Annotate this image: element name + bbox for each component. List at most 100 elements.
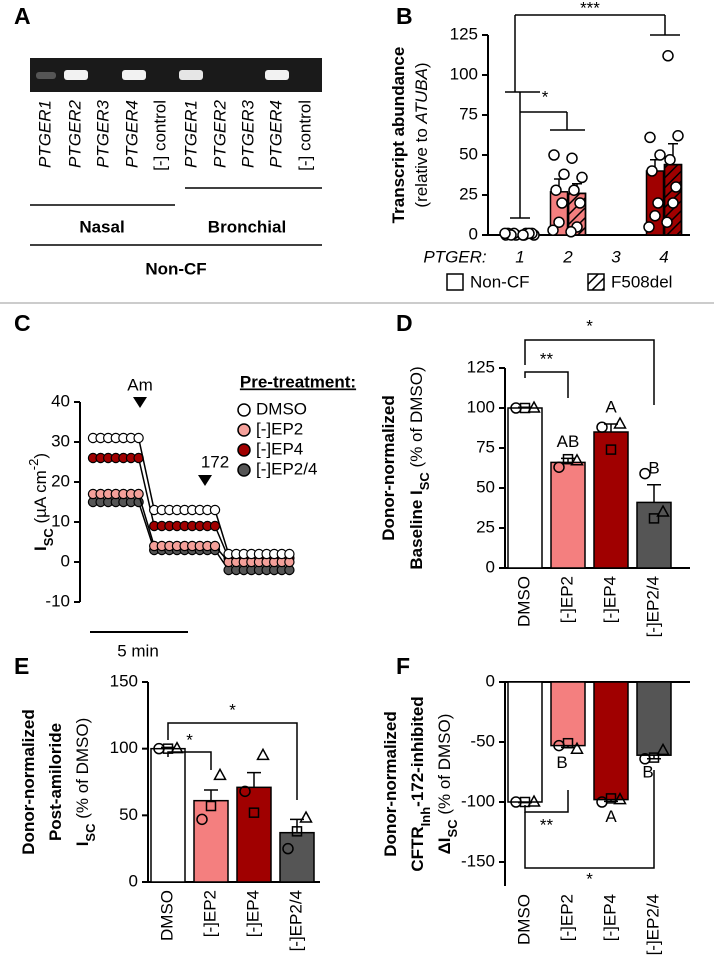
y-tick-label: 100 xyxy=(110,738,138,757)
scale-bar-label: 5 min xyxy=(117,641,159,660)
x-tick-label: 1 xyxy=(515,247,524,266)
y-tick-label: 0 xyxy=(129,871,138,890)
bracket xyxy=(524,371,569,398)
point xyxy=(566,152,578,164)
legend-label: [-]EP2/4 xyxy=(256,459,317,478)
group-letter: A xyxy=(605,397,617,416)
label-part: ATUBA xyxy=(412,68,431,124)
point xyxy=(239,785,251,798)
y-tick-label: 0 xyxy=(486,671,495,690)
bar xyxy=(507,407,543,569)
point xyxy=(556,197,568,209)
group-letter: B xyxy=(642,763,653,782)
point xyxy=(574,197,586,209)
label-part: SC xyxy=(417,472,432,491)
x-tick-label: 3 xyxy=(611,247,621,266)
x-tick-label: DMSO xyxy=(157,890,176,941)
x-tick-label: [-]EP2 xyxy=(557,576,576,623)
point xyxy=(605,444,617,455)
y-axis-label: ISC (µA cm-2) xyxy=(26,453,56,551)
y-tick-label: 50 xyxy=(119,805,138,824)
y-axis-label: CFTRInh-172-inhibited xyxy=(408,696,432,871)
y-tick-label: 75 xyxy=(476,437,495,456)
x-tick-label: 2 xyxy=(562,247,573,266)
x-prefix: PTGER: xyxy=(423,247,487,266)
annotation-arrow xyxy=(133,397,147,408)
y-tick-label: 30 xyxy=(51,431,70,450)
label-part: Baseline I xyxy=(407,490,426,569)
error-bar xyxy=(247,771,261,788)
y-tick-label: 100 xyxy=(467,397,495,416)
y-tick-label: -150 xyxy=(461,851,495,870)
point xyxy=(527,400,541,413)
point xyxy=(613,416,627,429)
label-part: I xyxy=(31,546,50,551)
error-bar xyxy=(204,789,218,801)
label-part: (% of DMSO) xyxy=(407,366,426,472)
legend-swatch xyxy=(587,273,605,291)
label-part: (µA cm xyxy=(31,470,50,528)
label-part: ) xyxy=(31,453,50,459)
point xyxy=(656,742,670,756)
group-letter: B xyxy=(556,753,567,772)
y-tick-label: 40 xyxy=(51,391,70,410)
point xyxy=(576,171,588,184)
point xyxy=(662,50,674,62)
legend-marker xyxy=(237,423,251,437)
point xyxy=(282,842,294,855)
bar xyxy=(550,681,586,747)
lane-label: PTGER2 xyxy=(210,99,229,168)
annotation: 172 xyxy=(201,452,229,471)
x-tick-label: [-]EP4 xyxy=(243,890,262,937)
point xyxy=(519,402,531,414)
point xyxy=(639,467,651,480)
y-tick-label: 10 xyxy=(51,511,70,530)
x-tick-label: DMSO xyxy=(514,894,533,945)
label-part: ΔI xyxy=(435,837,454,854)
point xyxy=(649,210,661,222)
legend-label: [-]EP2 xyxy=(256,419,303,438)
bar xyxy=(507,681,543,803)
y-tick-label: 125 xyxy=(467,357,495,376)
y-tick-label: 75 xyxy=(459,104,478,123)
point xyxy=(570,453,584,466)
legend-marker xyxy=(237,463,251,477)
legend-label: Non-CF xyxy=(470,272,530,291)
lane-label: PTGER1 xyxy=(181,100,200,168)
point xyxy=(209,540,221,552)
y-tick-label: 20 xyxy=(51,471,70,490)
group-label: Bronchial xyxy=(208,217,286,236)
significance: ** xyxy=(540,815,554,834)
legend-title: Pre-treatment: xyxy=(240,372,356,391)
bracket xyxy=(524,339,655,405)
legend-marker xyxy=(237,443,251,457)
y-axis-label: Donor-normalized xyxy=(381,711,400,856)
y-tick-label: 0 xyxy=(469,224,478,243)
label-part: Donor-normalized xyxy=(19,709,38,854)
point xyxy=(256,747,270,761)
point xyxy=(553,216,565,228)
group-letter: A xyxy=(605,807,617,826)
point xyxy=(654,149,666,161)
bar xyxy=(150,747,186,883)
legend-marker xyxy=(237,403,251,417)
bar xyxy=(636,681,672,756)
point xyxy=(196,813,208,826)
bar xyxy=(279,831,315,883)
point xyxy=(568,184,580,196)
point xyxy=(299,810,313,823)
y-tick-label: -50 xyxy=(470,731,495,750)
legend-label: DMSO xyxy=(256,399,307,418)
bracket xyxy=(524,770,655,869)
x-tick-label: [-]EP2/4 xyxy=(643,894,662,955)
y-tick-label: 25 xyxy=(476,517,495,536)
point xyxy=(133,432,144,444)
label-part: Donor-normalized xyxy=(381,711,400,856)
label-part: (% of DMSO) xyxy=(73,718,92,824)
y-tick-label: -10 xyxy=(45,591,70,610)
significance: * xyxy=(586,316,593,335)
bracket xyxy=(167,751,212,770)
panel-letter: A xyxy=(14,3,31,29)
label-part: ) xyxy=(412,62,431,68)
